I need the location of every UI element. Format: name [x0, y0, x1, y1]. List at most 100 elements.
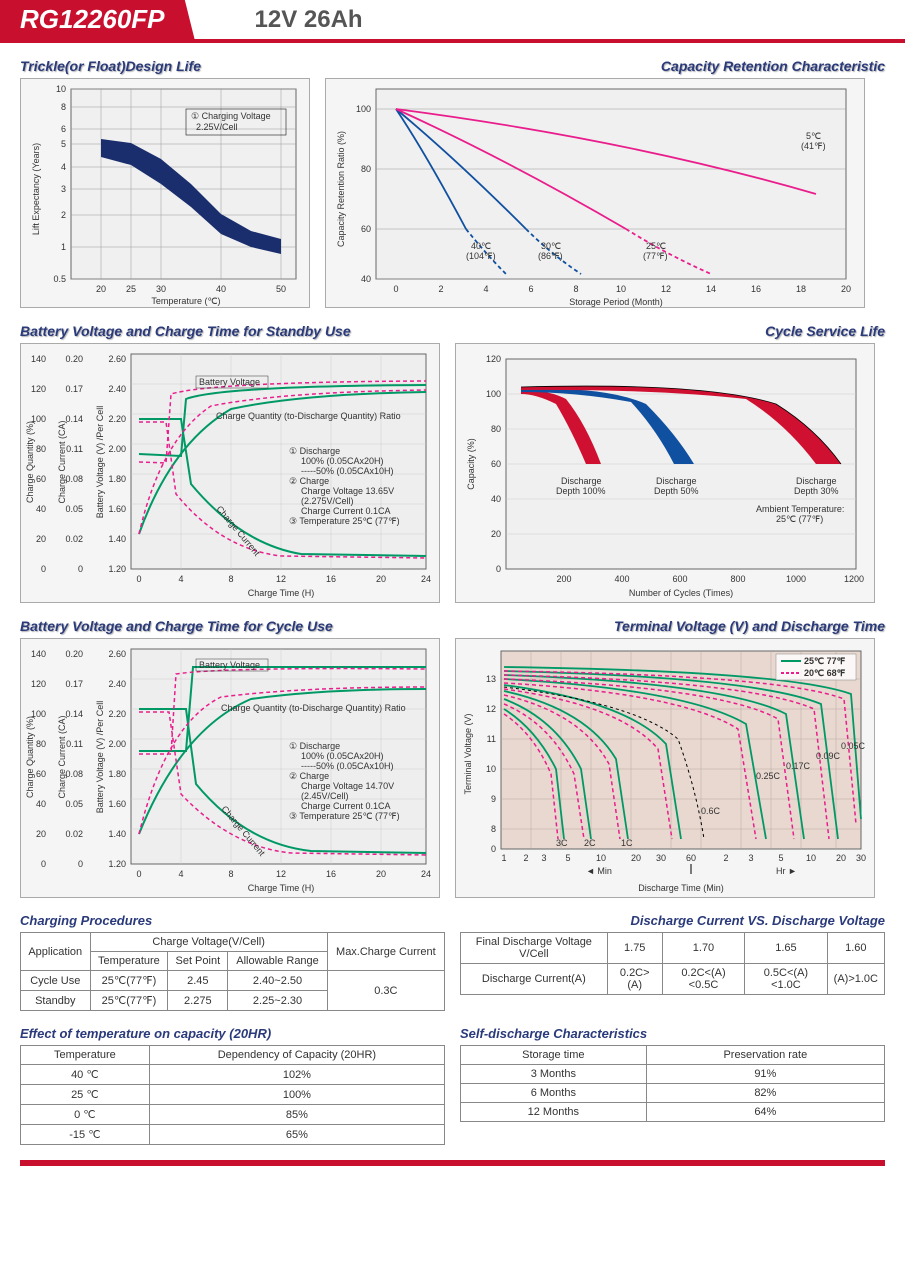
chart-title-standby: Battery Voltage and Charge Time for Stan… [20, 323, 440, 339]
svg-text:1200: 1200 [844, 574, 864, 584]
svg-text:0: 0 [491, 844, 496, 854]
svg-text:0.17C: 0.17C [786, 761, 811, 771]
svg-text:Charge Time (H): Charge Time (H) [248, 883, 315, 893]
svg-text:120: 120 [31, 679, 46, 689]
chart-title-cycle-life: Cycle Service Life [455, 323, 885, 339]
svg-text:14: 14 [706, 284, 716, 294]
svg-text:8: 8 [228, 574, 233, 584]
svg-text:1.40: 1.40 [108, 829, 126, 839]
svg-text:9: 9 [491, 794, 496, 804]
svg-text:12: 12 [276, 869, 286, 879]
svg-text:100: 100 [356, 104, 371, 114]
footer-bar [20, 1160, 885, 1166]
svg-text:16: 16 [326, 574, 336, 584]
svg-text:5: 5 [778, 853, 783, 863]
svg-text:0.05C: 0.05C [841, 741, 866, 751]
svg-text:② Charge: ② Charge [289, 771, 329, 781]
svg-text:8: 8 [491, 824, 496, 834]
svg-text:Depth 50%: Depth 50% [654, 486, 699, 496]
svg-text:40: 40 [36, 799, 46, 809]
svg-text:0: 0 [78, 859, 83, 869]
svg-text:Temperature (℃): Temperature (℃) [151, 296, 220, 306]
svg-text:5: 5 [61, 139, 66, 149]
svg-text:Charge Quantity (to-Discharge: Charge Quantity (to-Discharge Quantity) … [216, 411, 401, 421]
svg-text:40: 40 [216, 284, 226, 294]
svg-text:(77℉): (77℉) [643, 251, 668, 261]
svg-text:0.09C: 0.09C [816, 751, 841, 761]
svg-text:24: 24 [421, 869, 431, 879]
table-charging: Application Charge Voltage(V/Cell) Max.C… [20, 932, 445, 1011]
svg-text:20: 20 [36, 534, 46, 544]
svg-text:1: 1 [61, 242, 66, 252]
svg-text:40: 40 [36, 504, 46, 514]
svg-text:① Charging Voltage: ① Charging Voltage [191, 111, 271, 121]
svg-text:20: 20 [631, 853, 641, 863]
svg-text:Capacity (%): Capacity (%) [466, 438, 476, 490]
svg-text:100: 100 [31, 414, 46, 424]
svg-text:0: 0 [393, 284, 398, 294]
svg-text:80: 80 [491, 424, 501, 434]
svg-text:(2.275V/Cell): (2.275V/Cell) [301, 496, 354, 506]
svg-text:25℃ 77℉: 25℃ 77℉ [804, 656, 846, 666]
svg-text:3: 3 [748, 853, 753, 863]
svg-text:-----50% (0.05CAx10H): -----50% (0.05CAx10H) [301, 466, 394, 476]
svg-text:Depth 30%: Depth 30% [794, 486, 839, 496]
svg-text:20: 20 [36, 829, 46, 839]
chart-title-cycle-charge: Battery Voltage and Charge Time for Cycl… [20, 618, 440, 634]
svg-text:2.40: 2.40 [108, 679, 126, 689]
svg-text:100% (0.05CAx20H): 100% (0.05CAx20H) [301, 751, 384, 761]
svg-text:0.17: 0.17 [65, 384, 83, 394]
svg-text:(86℉): (86℉) [538, 251, 563, 261]
svg-text:80: 80 [36, 739, 46, 749]
svg-text:Ambient Temperature:: Ambient Temperature: [756, 504, 844, 514]
table-title-discharge-voltage: Discharge Current VS. Discharge Voltage [460, 913, 885, 928]
svg-text:10: 10 [486, 764, 496, 774]
svg-text:1C: 1C [621, 838, 633, 848]
svg-text:20: 20 [841, 284, 851, 294]
svg-text:600: 600 [672, 574, 687, 584]
chart-trickle: ① Charging Voltage 2.25V/Cell 0.5 1 2 3 … [20, 78, 310, 308]
svg-text:(2.45V/Cell): (2.45V/Cell) [301, 791, 349, 801]
svg-text:Charge Time (H): Charge Time (H) [248, 588, 315, 598]
svg-text:12: 12 [276, 574, 286, 584]
svg-text:10: 10 [56, 84, 66, 94]
svg-text:(104℉): (104℉) [466, 251, 496, 261]
svg-text:25℃ (77℉): 25℃ (77℉) [776, 514, 823, 524]
svg-text:Hr ►: Hr ► [776, 866, 797, 876]
svg-text:400: 400 [614, 574, 629, 584]
svg-text:Charge Quantity (%): Charge Quantity (%) [25, 716, 35, 798]
svg-text:5: 5 [565, 853, 570, 863]
spec-label: 12V 26Ah [255, 6, 363, 34]
svg-text:Battery Voltage: Battery Voltage [199, 377, 260, 387]
svg-text:1.80: 1.80 [108, 474, 126, 484]
svg-text:1.20: 1.20 [108, 564, 126, 574]
svg-text:30: 30 [856, 853, 866, 863]
svg-text:8: 8 [228, 869, 233, 879]
svg-text:4: 4 [483, 284, 488, 294]
svg-text:120: 120 [486, 354, 501, 364]
chart-title-trickle: Trickle(or Float)Design Life [20, 58, 310, 74]
table-discharge-voltage: Final Discharge Voltage V/Cell 1.75 1.70… [460, 932, 885, 995]
svg-text:2.60: 2.60 [108, 354, 126, 364]
svg-text:Number of Cycles (Times): Number of Cycles (Times) [629, 588, 733, 598]
svg-text:2: 2 [61, 210, 66, 220]
svg-text:20: 20 [376, 869, 386, 879]
svg-text:Depth 100%: Depth 100% [556, 486, 606, 496]
svg-text:60: 60 [36, 769, 46, 779]
svg-text:Charge Current (CA): Charge Current (CA) [57, 420, 67, 503]
svg-text:16: 16 [751, 284, 761, 294]
svg-text:◄ Min: ◄ Min [586, 866, 612, 876]
svg-text:0.20: 0.20 [65, 649, 83, 659]
chart-standby: Battery Voltage Charge Quantity (to-Disc… [20, 343, 440, 603]
svg-text:4: 4 [61, 162, 66, 172]
header: RG12260FP 12V 26Ah [0, 0, 905, 43]
svg-text:2C: 2C [584, 838, 596, 848]
svg-text:100: 100 [31, 709, 46, 719]
svg-text:2.00: 2.00 [108, 739, 126, 749]
svg-text:3: 3 [541, 853, 546, 863]
svg-text:140: 140 [31, 354, 46, 364]
svg-text:800: 800 [730, 574, 745, 584]
svg-text:80: 80 [361, 164, 371, 174]
svg-text:Battery Voltage (V) /Per Cell: Battery Voltage (V) /Per Cell [95, 701, 105, 814]
chart-retention: 40℃(104℉) 30℃(86℉) 25℃(77℉) 5℃(41℉) 40 6… [325, 78, 865, 308]
